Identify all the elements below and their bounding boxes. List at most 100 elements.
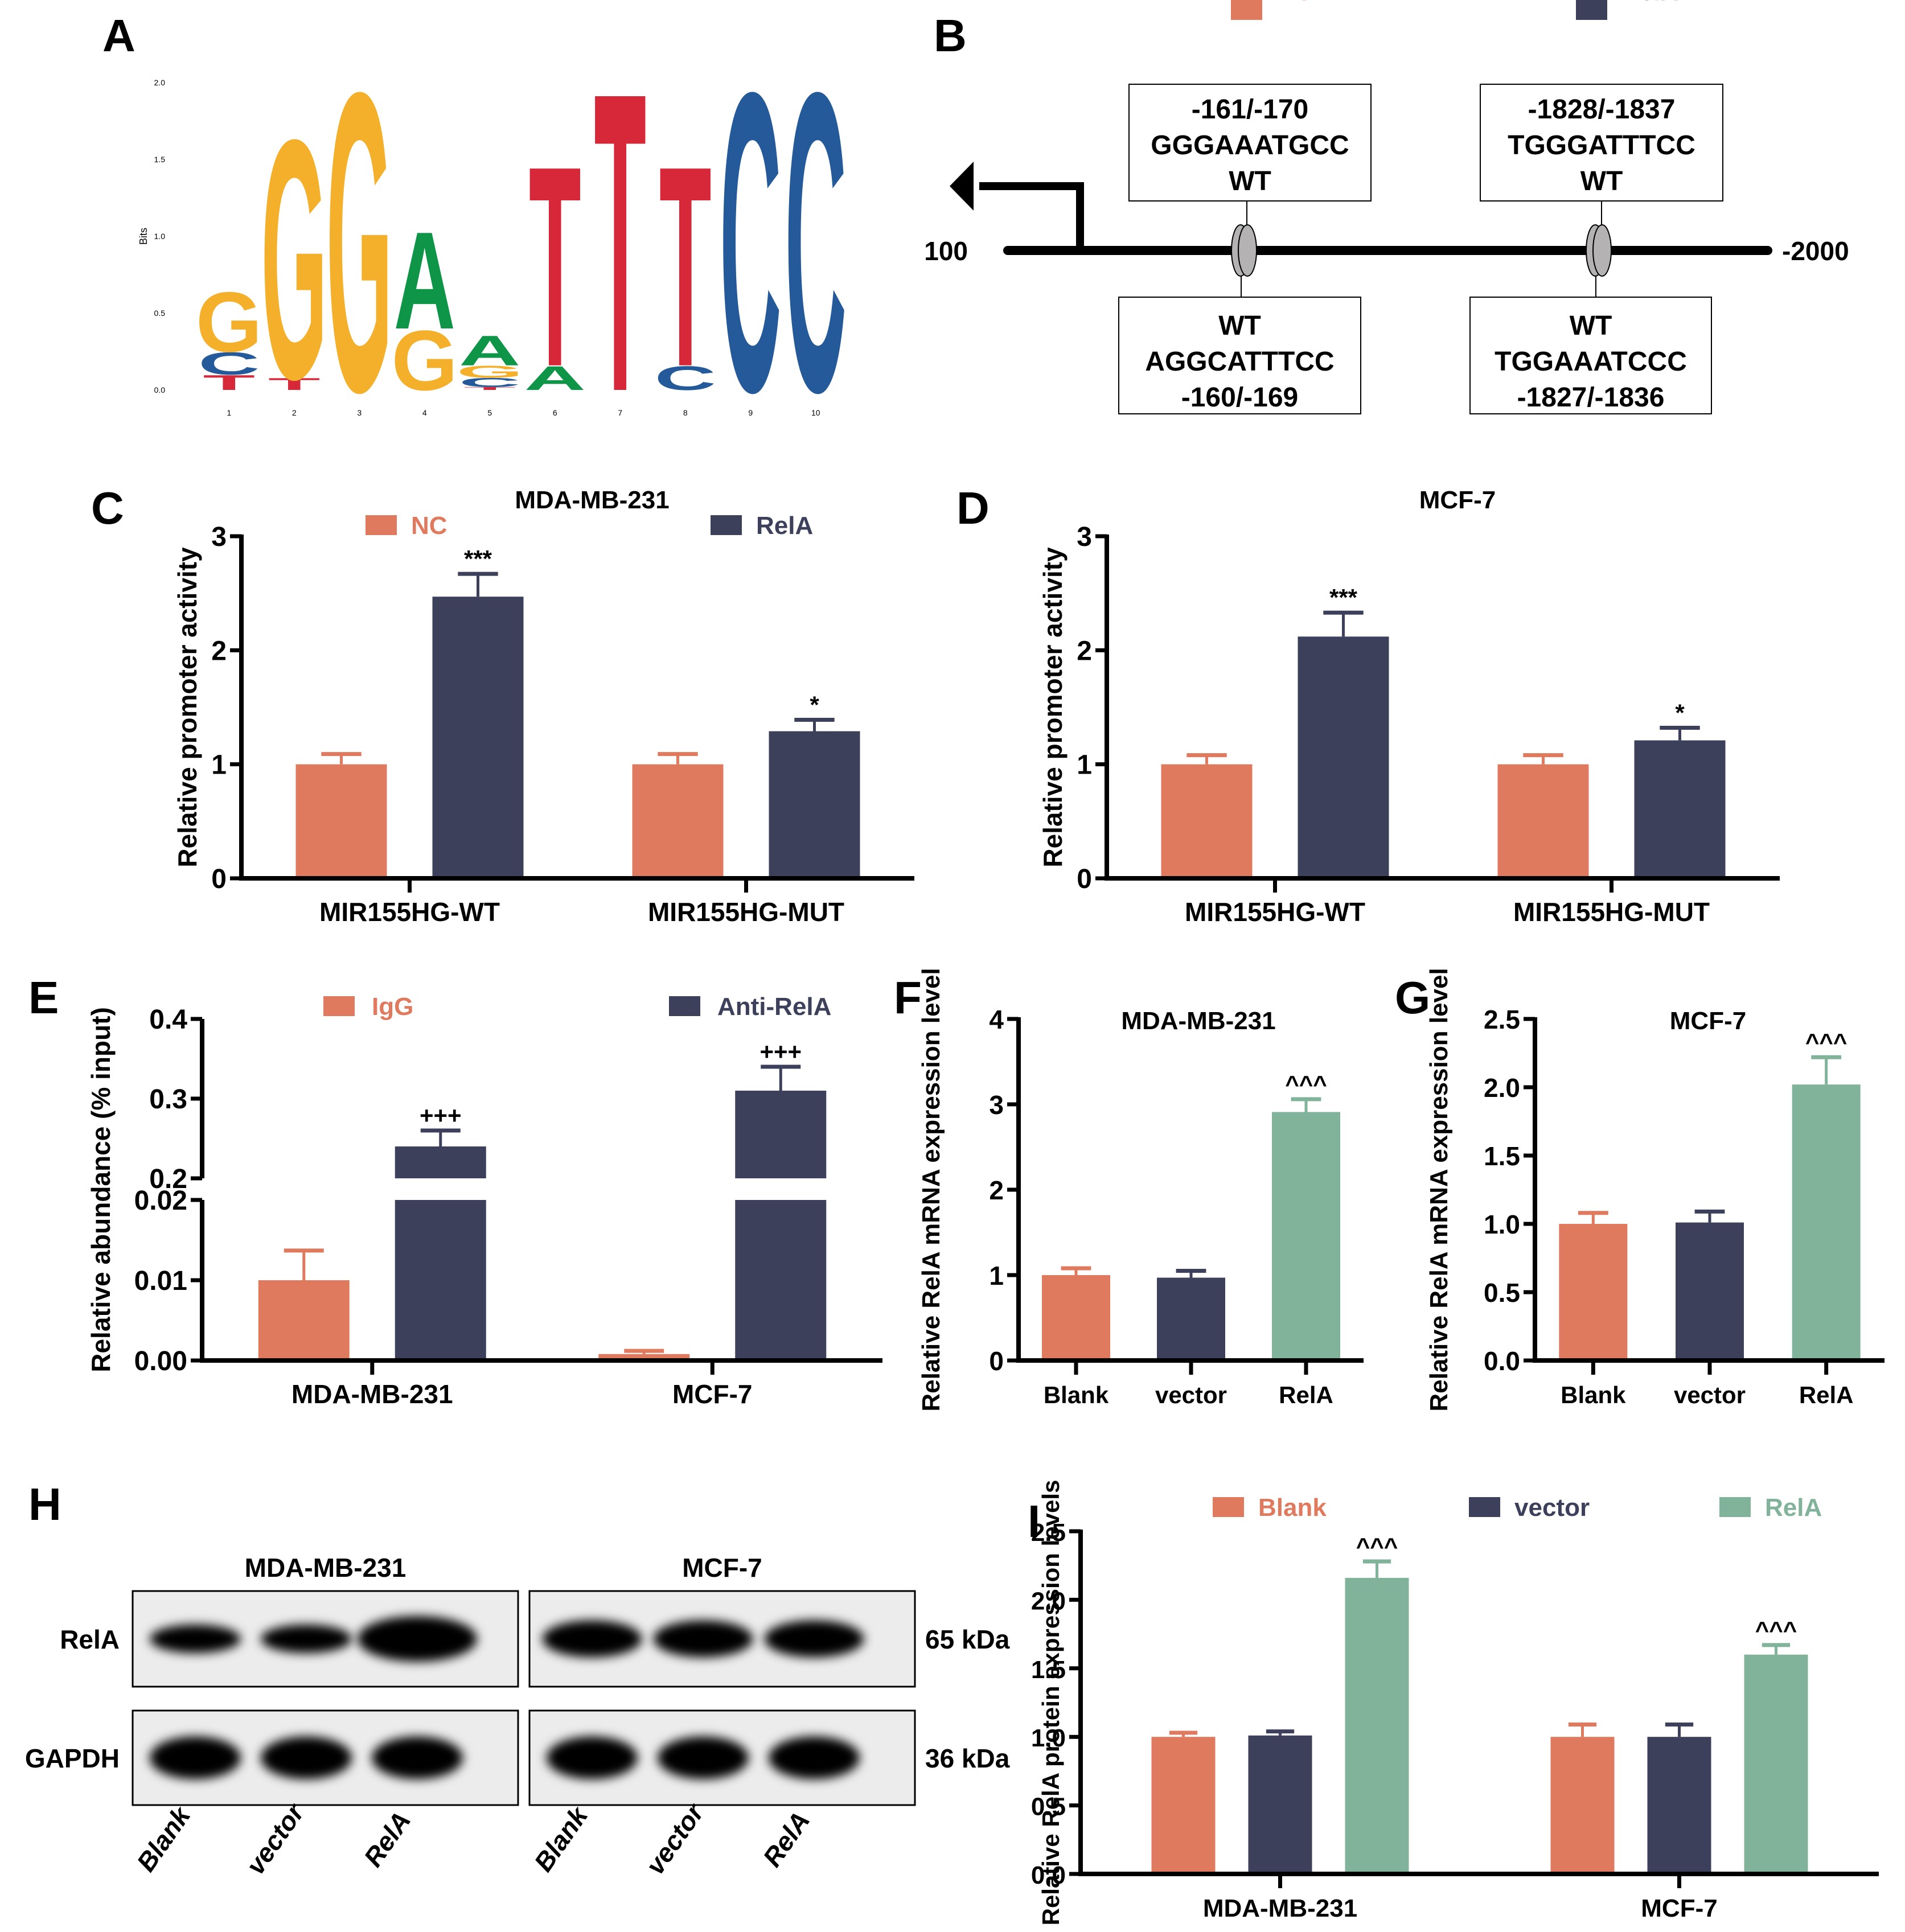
panel-letter-g: G [1395, 972, 1430, 1023]
y-tick-label: 1 [1077, 750, 1092, 780]
logo-letter: C [655, 359, 716, 397]
binding-site-marker [1592, 224, 1612, 277]
site-box-text: WT [1218, 311, 1261, 341]
logo-position-label: 6 [553, 408, 557, 417]
y-tick-label: 0.4 [149, 1005, 187, 1035]
bar-lower-segment [395, 1200, 486, 1358]
binding-site-marker [1238, 224, 1257, 277]
logo-letter: C [459, 375, 520, 389]
logo-letter: C [785, 3, 847, 480]
logo-ytick: 2.0 [154, 78, 166, 87]
bar [432, 597, 524, 876]
blot-band [358, 1616, 477, 1662]
y-tick-label: 0 [211, 864, 227, 894]
y-tick-label: 1 [989, 1261, 1004, 1290]
blot-group-label: MDA-MB-231 [245, 1553, 407, 1582]
logo-letter: T [268, 375, 321, 394]
x-tick-label: MDA-MB-231 [292, 1379, 453, 1409]
site-box-text: WT [1229, 166, 1271, 196]
legend-swatch [1213, 1497, 1244, 1517]
chart-title: MDA-MB-231 [515, 486, 669, 514]
logo-letter: G [196, 274, 262, 370]
panel-letter-d: D [956, 483, 990, 533]
tss-arrow-shaft [979, 182, 1084, 250]
y-tick-label: 1.5 [1484, 1141, 1520, 1171]
y-tick-label: 1.0 [1031, 1724, 1066, 1752]
y-axis-label: Relative RelA protein expression levels [1037, 1480, 1064, 1926]
y-tick-label: 2.5 [1484, 1005, 1520, 1034]
bar-upper-segment [395, 1146, 486, 1178]
blot-row-label: RelA [60, 1625, 120, 1654]
x-tick-label: MIR155HG-MUT [648, 897, 844, 927]
logo-position-label: 7 [618, 408, 622, 417]
significance-label: * [1675, 700, 1685, 726]
site-box-bottom [1118, 297, 1361, 414]
y-tick-label: 1.0 [1484, 1210, 1520, 1239]
x-tick-label: MIR155HG-WT [319, 897, 500, 927]
site-box-text: AGGCATTTCC [1145, 347, 1334, 377]
site-box-top [1480, 84, 1723, 202]
blot-band [653, 1620, 753, 1658]
bar [1042, 1275, 1110, 1358]
chart-title: MCF-7 [1670, 1007, 1746, 1035]
legend-label: Blank [1258, 1494, 1327, 1522]
legend-label: vector [1514, 1494, 1590, 1522]
bar [1744, 1654, 1808, 1872]
logo-letter: G [261, 68, 327, 450]
logo-position-label: 9 [748, 408, 753, 417]
bar [1647, 1737, 1711, 1872]
x-tick-label: Blank [1044, 1382, 1109, 1408]
legend-swatch [1576, 0, 1607, 20]
y-tick-label: 3 [211, 522, 227, 552]
blot-band [150, 1736, 241, 1779]
blot-lane-label: RelA [757, 1806, 816, 1872]
x-tick-label: vector [1674, 1382, 1746, 1408]
significance-label: ^^^ [1285, 1071, 1327, 1097]
bar-upper-segment [735, 1091, 827, 1178]
y-tick-label: 2 [989, 1175, 1004, 1205]
bar [1151, 1737, 1216, 1872]
blot-lane-label: vector [240, 1798, 310, 1880]
y-tick-label: 1.5 [1031, 1656, 1066, 1684]
logo-ylabel: Bits [138, 228, 149, 245]
bar [1272, 1112, 1340, 1358]
logo-letter: A [394, 203, 455, 358]
y-tick-label: 2 [211, 636, 227, 666]
y-tick-label: 0.0 [1484, 1346, 1520, 1376]
bar [1345, 1577, 1409, 1872]
legend-label: Anti-RelA [717, 993, 831, 1021]
site-box-text: WT [1580, 166, 1623, 196]
y-tick-label: 0.3 [149, 1084, 187, 1115]
logo-position-label: 10 [811, 408, 820, 417]
legend-label: NC [1276, 0, 1313, 6]
legend-label: RelA [756, 512, 813, 540]
significance-label: +++ [759, 1038, 802, 1065]
blot-band [769, 1736, 860, 1779]
y-axis-label: Relative RelA mRNA expression level [917, 968, 945, 1411]
blot-lane-label: Blank [528, 1801, 594, 1877]
x-tick-label: RelA [1279, 1382, 1333, 1408]
blot-lane-label: RelA [358, 1806, 417, 1872]
bar [1157, 1277, 1225, 1358]
blot-lane-label: vector [640, 1798, 710, 1880]
blot-group-label: MCF-7 [682, 1553, 762, 1582]
legend-swatch [1469, 1497, 1500, 1517]
logo-letter: A [459, 327, 520, 375]
logo-letter: T [659, 106, 712, 426]
blot-band [261, 1736, 352, 1779]
logo-ytick: 0.5 [154, 309, 166, 318]
bar [632, 764, 724, 876]
y-tick-label: 0 [1077, 864, 1092, 894]
bar [1792, 1084, 1861, 1358]
site-box-text: -1828/-1837 [1528, 94, 1676, 125]
panel-letter-e: E [28, 972, 59, 1023]
logo-ytick: 1.0 [154, 232, 166, 241]
site-box-text: -161/-170 [1192, 94, 1308, 125]
x-tick-label: MCF-7 [672, 1379, 753, 1409]
logo-letter: T [203, 371, 255, 394]
legend-swatch [1231, 0, 1262, 20]
bar [769, 731, 860, 876]
bar [1559, 1224, 1628, 1358]
legend-swatch [366, 515, 397, 535]
chart-g: 0.0 0.5 1.0 1.5 2.0 2.5 Relative RelA mRNA exp… [1425, 968, 1885, 1412]
